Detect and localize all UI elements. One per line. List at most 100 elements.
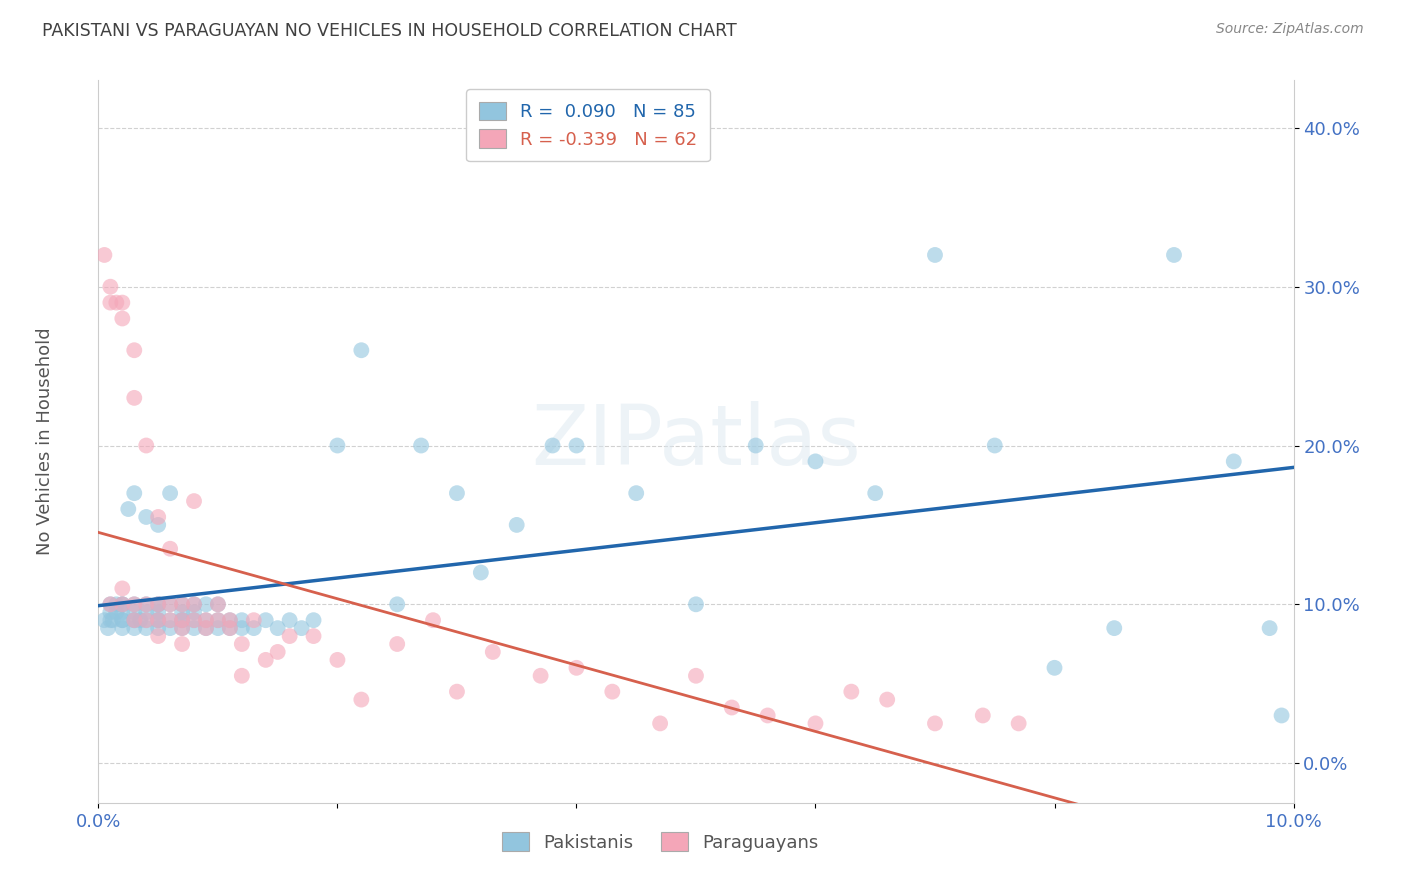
Point [183,597,205,611]
Point [124,613,146,627]
Point [1271,708,1294,723]
Point [195,621,218,635]
Point [195,613,218,627]
Point [111,597,134,611]
Point [207,597,229,611]
Point [93,613,115,627]
Point [650,716,672,731]
Point [446,684,468,698]
Point [972,708,994,723]
Point [159,621,181,635]
Point [129,613,152,627]
Point [350,692,373,706]
Point [111,582,134,596]
Point [124,621,146,635]
Point [98,597,122,611]
Point [148,629,170,643]
Point [135,621,157,635]
Point [254,653,277,667]
Point [195,613,218,627]
Point [124,613,146,627]
Point [124,613,146,627]
Point [602,684,624,698]
Point [422,613,444,627]
Point [924,716,946,731]
Point [98,597,122,611]
Point [326,653,349,667]
Point [148,613,170,627]
Point [195,597,218,611]
Point [111,605,134,619]
Point [207,613,229,627]
Point [219,621,242,635]
Point [565,438,588,452]
Point [984,438,1007,452]
Point [111,311,134,326]
Point [135,605,157,619]
Point [148,510,170,524]
Point [124,486,146,500]
Point [98,613,122,627]
Point [721,700,744,714]
Point [148,597,170,611]
Point [148,605,170,619]
Point [105,597,128,611]
Point [254,613,277,627]
Point [148,613,170,627]
Point [685,597,707,611]
Point [243,613,266,627]
Point [172,613,194,627]
Point [278,613,301,627]
Point [626,486,648,500]
Point [172,613,194,627]
Point [267,645,290,659]
Point [876,692,898,706]
Point [172,637,194,651]
Point [159,597,181,611]
Point [1163,248,1185,262]
Point [183,494,205,508]
Point [172,621,194,635]
Point [183,613,205,627]
Point [1043,661,1066,675]
Point [159,613,181,627]
Point [745,438,768,452]
Point [804,716,827,731]
Point [1258,621,1281,635]
Point [172,605,194,619]
Point [111,597,134,611]
Point [172,613,194,627]
Text: Source: ZipAtlas.com: Source: ZipAtlas.com [1216,22,1364,37]
Text: ZIPatlas: ZIPatlas [531,401,860,482]
Point [117,502,139,516]
Point [267,621,290,635]
Point [219,621,242,635]
Point [124,597,146,611]
Point [111,613,134,627]
Point [385,597,409,611]
Point [756,708,779,723]
Point [105,605,128,619]
Point [231,637,253,651]
Point [148,517,170,532]
Text: PAKISTANI VS PARAGUAYAN NO VEHICLES IN HOUSEHOLD CORRELATION CHART: PAKISTANI VS PARAGUAYAN NO VEHICLES IN H… [42,22,737,40]
Point [111,621,134,635]
Point [148,597,170,611]
Point [565,661,588,675]
Point [924,248,946,262]
Point [135,597,157,611]
Point [841,684,863,698]
Point [172,597,194,611]
Point [278,629,301,643]
Point [302,629,325,643]
Point [541,438,564,452]
Point [482,645,505,659]
Point [111,613,134,627]
Point [291,621,314,635]
Point [231,669,253,683]
Point [124,391,146,405]
Point [385,637,409,651]
Point [135,510,157,524]
Point [98,279,122,293]
Point [172,597,194,611]
